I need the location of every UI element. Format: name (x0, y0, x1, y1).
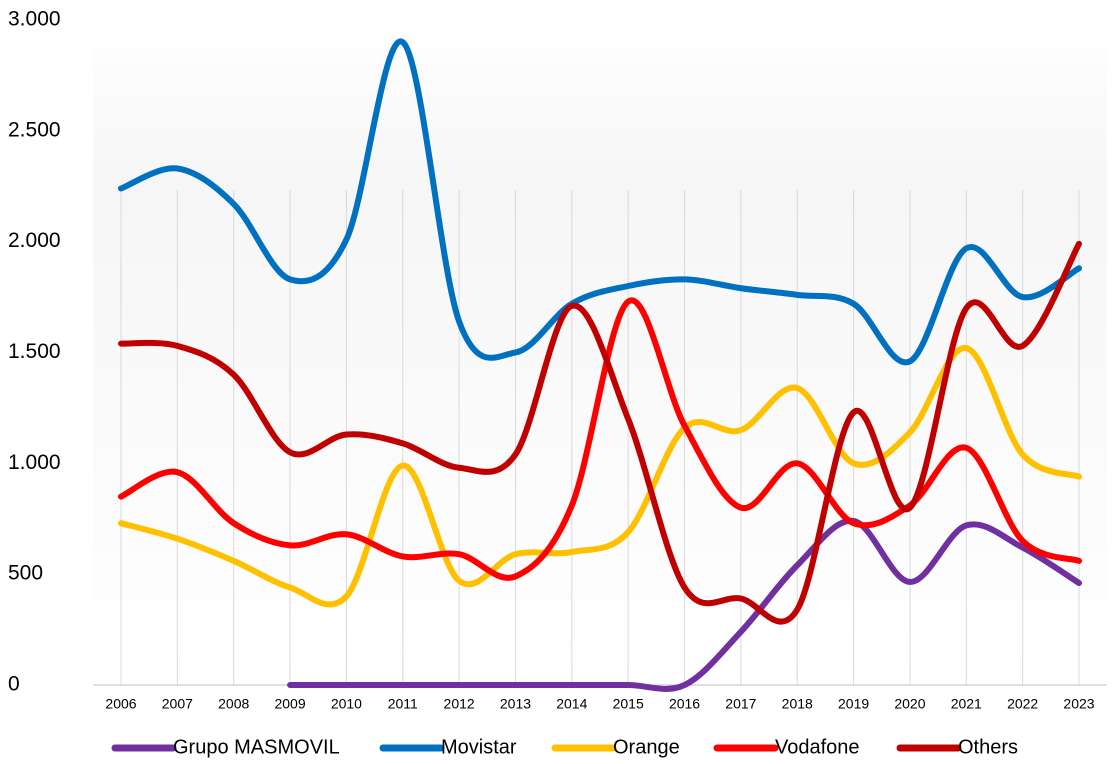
y-tick-label: 3.000 (8, 8, 61, 31)
x-tick-label: 2012 (444, 696, 475, 712)
legend-label: Grupo MASMOVIL (173, 736, 340, 758)
x-tick-label: 2009 (274, 696, 305, 712)
legend-label: Movistar (441, 736, 517, 758)
x-tick-label: 2016 (669, 696, 700, 712)
x-tick-label: 2006 (105, 696, 136, 712)
x-tick-label: 2011 (388, 696, 418, 712)
y-tick-label: 2.500 (8, 118, 61, 141)
x-tick-label: 2010 (331, 696, 362, 712)
x-tick-label: 2015 (613, 696, 644, 712)
x-tick-label: 2014 (556, 696, 587, 712)
x-tick-label: 2022 (1007, 696, 1038, 712)
x-tick-label: 2007 (162, 696, 193, 712)
y-tick-label: 1.500 (8, 340, 61, 363)
series-line (118, 240, 1082, 625)
x-tick-label: 2018 (782, 696, 813, 712)
y-tick-label: 0 (8, 673, 20, 696)
legend-label: Orange (613, 736, 680, 758)
series-line (118, 345, 1082, 608)
series-line (118, 38, 1082, 366)
x-tick-label: 2023 (1063, 696, 1094, 712)
y-tick-label: 500 (8, 562, 43, 585)
y-tick-label: 2.000 (8, 229, 61, 252)
x-tick-label: 2019 (838, 696, 869, 712)
y-tick-label: 1.000 (8, 451, 61, 474)
x-tick-label: 2020 (894, 696, 925, 712)
series-line (287, 517, 1082, 692)
legend-label: Others (958, 736, 1018, 758)
legend-label: Vodafone (775, 736, 860, 758)
x-tick-label: 2013 (500, 696, 531, 712)
x-tick-label: 2008 (218, 696, 249, 712)
x-tick-label: 2021 (951, 696, 982, 712)
x-tick-label: 2017 (725, 696, 756, 712)
